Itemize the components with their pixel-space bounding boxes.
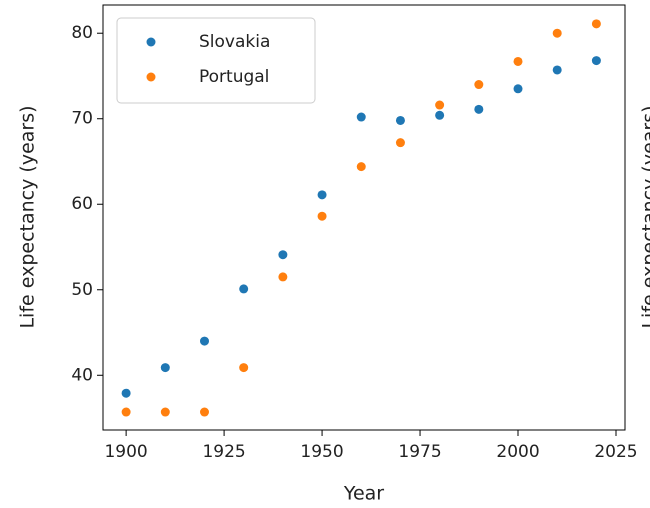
legend-marker xyxy=(146,72,156,82)
point xyxy=(591,56,601,66)
legend-marker xyxy=(146,37,156,47)
point xyxy=(239,363,249,373)
point xyxy=(356,112,366,122)
x-tick-label: 2000 xyxy=(496,442,539,462)
point xyxy=(395,115,405,125)
point xyxy=(160,363,170,373)
x-axis-label: Year xyxy=(343,483,384,505)
point xyxy=(435,110,445,120)
point xyxy=(160,407,170,417)
point xyxy=(474,80,484,90)
legend-label: Slovakia xyxy=(199,32,270,52)
point xyxy=(552,28,562,38)
point xyxy=(200,336,209,346)
point xyxy=(474,104,484,114)
x-tick-label: 1900 xyxy=(104,442,147,462)
legend-box xyxy=(116,17,316,104)
x-tick-label: 1950 xyxy=(300,442,343,462)
point xyxy=(513,56,523,66)
y-tick-label: 50 xyxy=(71,280,93,300)
y-tick-label: 40 xyxy=(71,365,93,385)
y-tick-label: 80 xyxy=(71,23,93,43)
point xyxy=(395,138,405,148)
point xyxy=(317,211,327,221)
point xyxy=(278,250,288,260)
y-tick-label: 60 xyxy=(71,194,93,214)
x-tick-label: 1975 xyxy=(398,442,441,462)
point xyxy=(552,65,562,75)
point xyxy=(121,388,131,398)
y-axis-label: Life expectancy (years) xyxy=(17,105,39,328)
point xyxy=(200,407,209,417)
x-tick-label: 1925 xyxy=(202,442,245,462)
y-tick-label: 70 xyxy=(71,109,93,129)
x-tick-label: 2025 xyxy=(594,442,637,462)
point xyxy=(278,272,288,282)
point xyxy=(435,100,445,110)
plot-frame xyxy=(102,4,626,431)
point xyxy=(591,19,601,29)
legend-label: Portugal xyxy=(199,67,269,87)
point xyxy=(121,407,131,417)
point xyxy=(513,84,523,94)
point xyxy=(317,190,327,200)
point xyxy=(239,284,249,294)
point xyxy=(356,162,366,172)
clipped-y-axis-label: Life expectancy (years) xyxy=(639,105,650,328)
